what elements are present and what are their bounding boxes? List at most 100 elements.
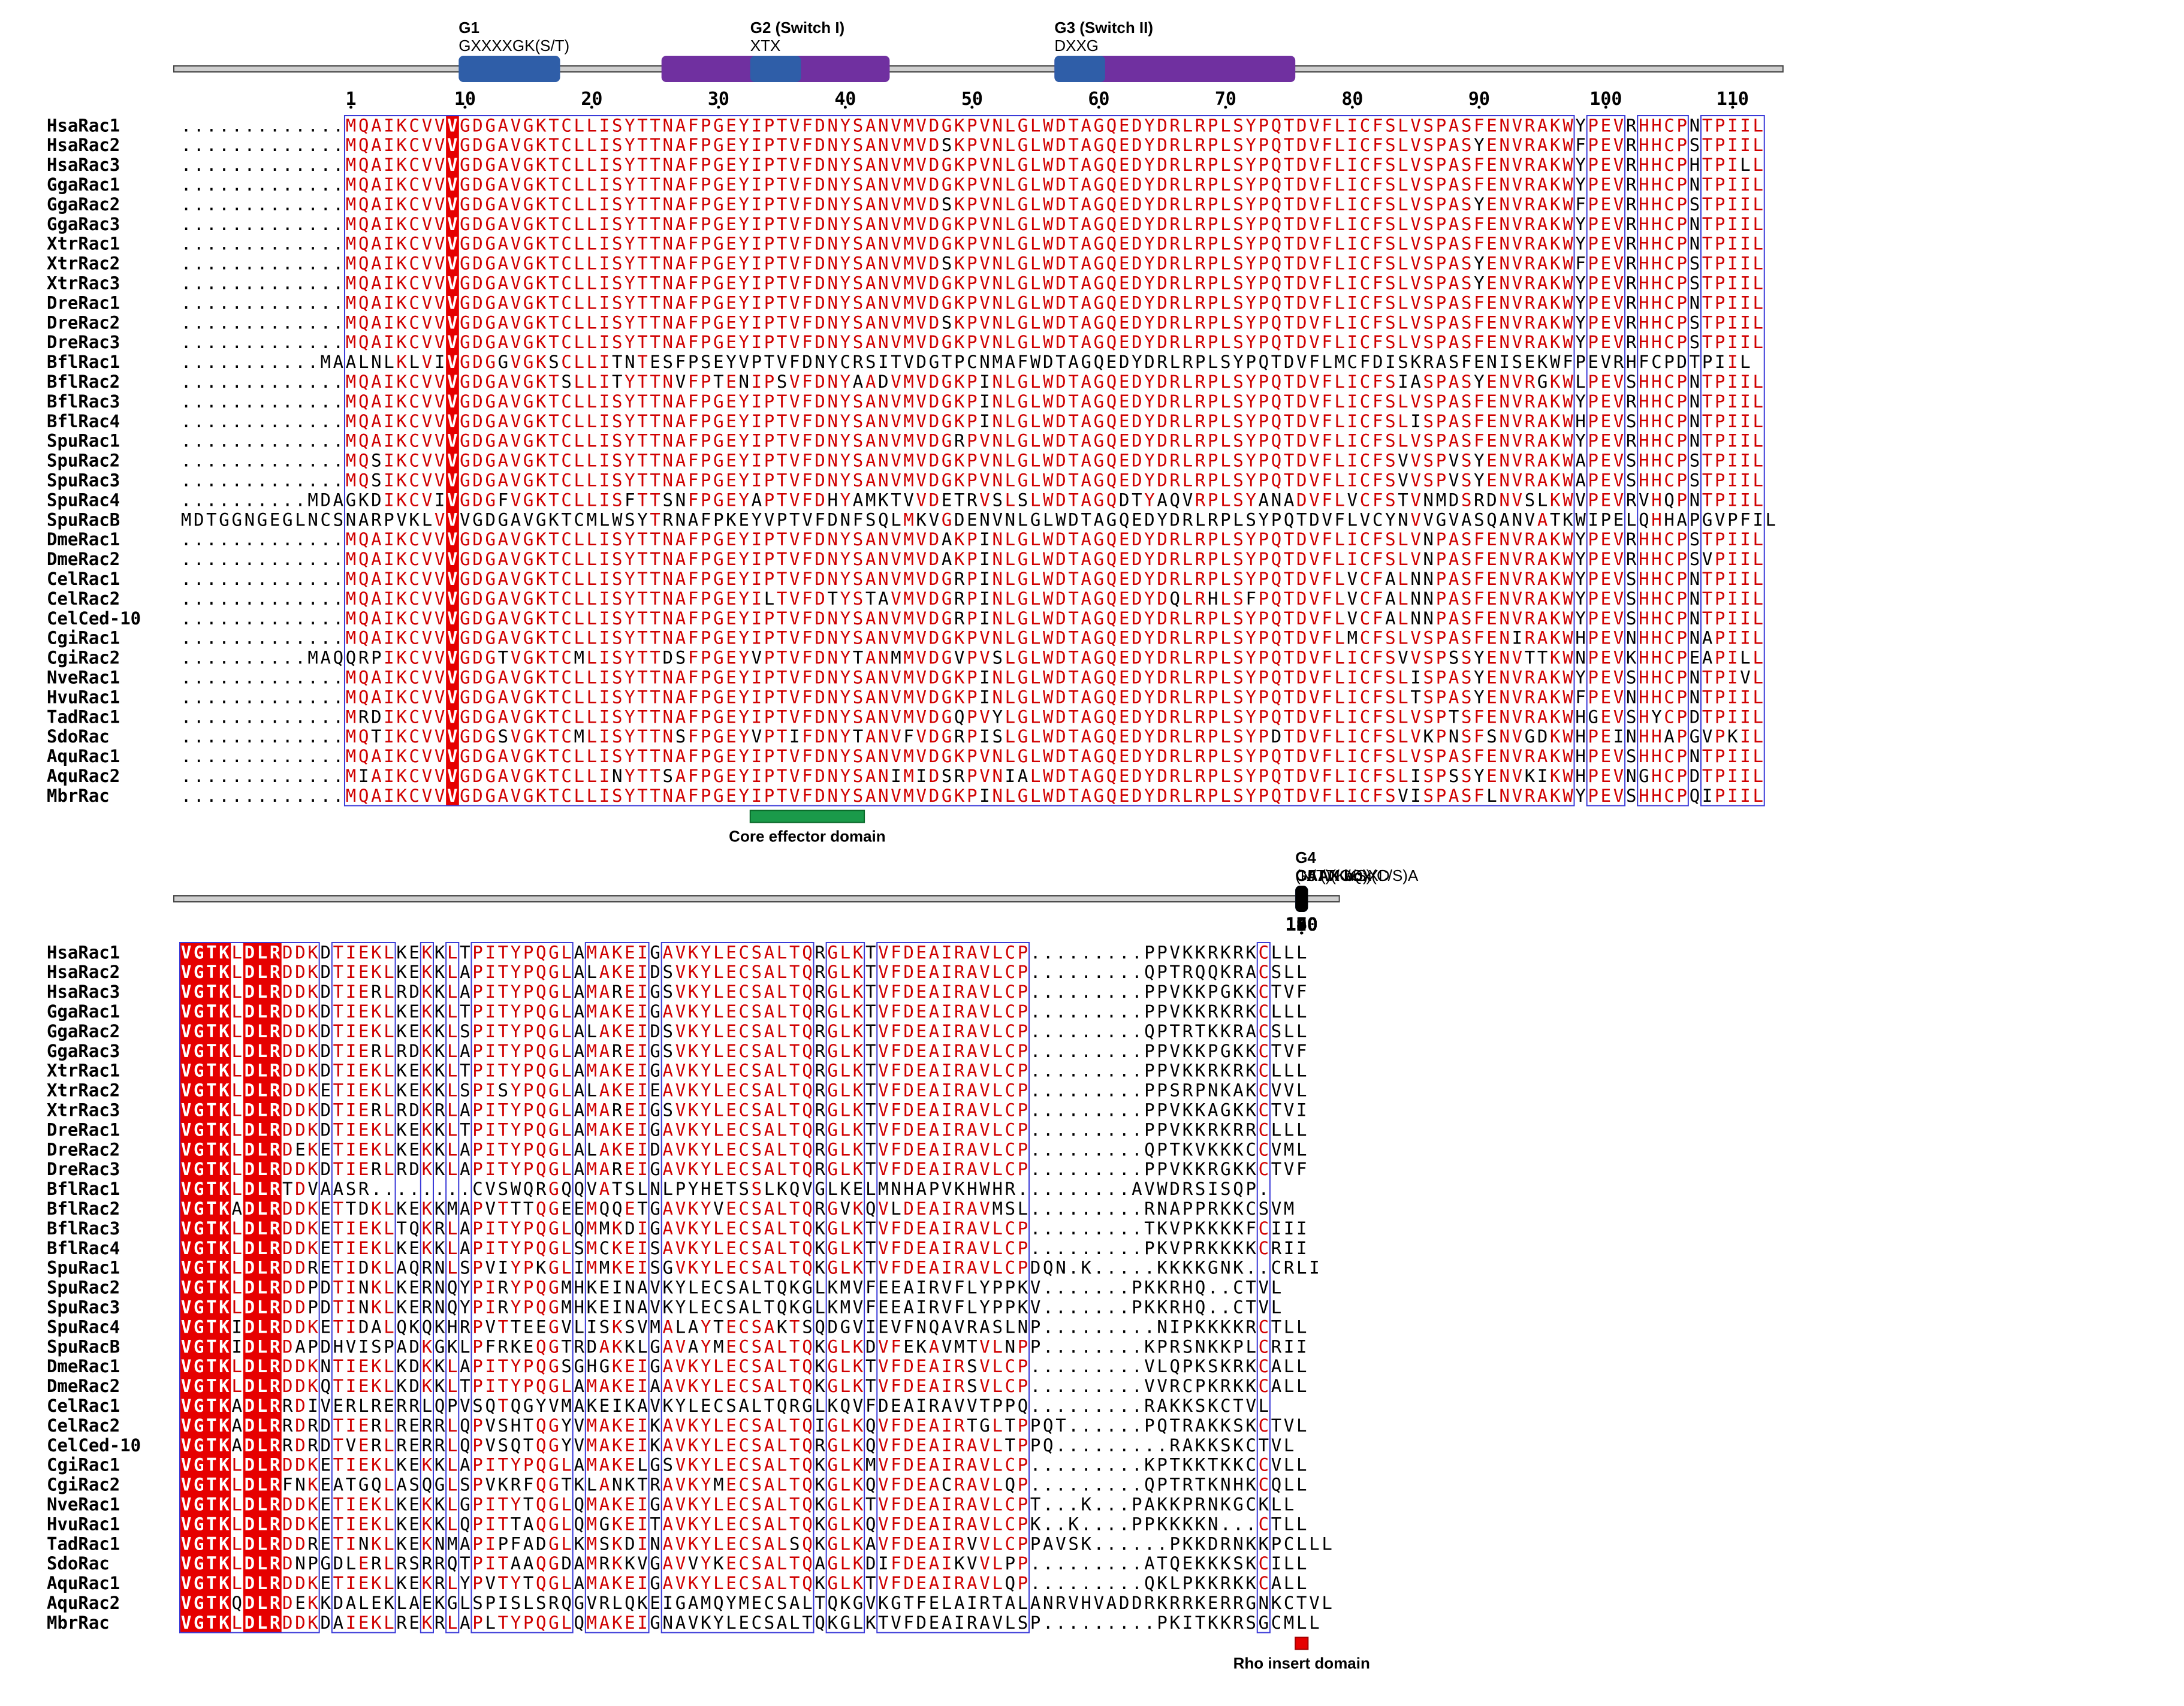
residue: K [422,942,433,962]
residue: Q [1106,431,1117,451]
residue: D [472,115,482,135]
residue: W [1043,648,1054,668]
residue: P [1208,135,1218,155]
residue: K [1550,786,1561,806]
residue: V [1309,470,1319,491]
residue: A [346,352,356,372]
residue: W [1562,470,1573,491]
residue: D [1132,292,1142,313]
residue: H [1639,312,1649,333]
residue: V [891,135,901,155]
similarity-box [660,942,815,1633]
residue: G [713,746,723,766]
residue: V [1613,766,1624,786]
residue: P [1208,687,1218,707]
residue: L [1752,273,1763,294]
residue: K [422,962,433,982]
residue: . [257,648,267,668]
residue: L [447,982,457,1002]
residue: P [764,549,774,569]
residue: C [1664,588,1674,609]
residue: P [1259,411,1269,431]
residue: L [1005,135,1015,155]
residue: F [1474,234,1484,254]
residue: L [587,786,597,806]
residue: . [206,451,216,471]
residue: Q [536,1021,546,1041]
residue: F [1474,292,1484,313]
residue: P [1588,529,1598,549]
residue: L [1334,648,1344,668]
residue: N [663,628,673,648]
residue: Y [1575,608,1585,629]
residue: E [1119,234,1129,254]
residue: D [1296,588,1307,609]
residue: N [827,214,837,234]
residue: F [688,726,698,747]
residue: K [726,509,737,530]
residue: F [802,135,812,155]
residue: M [574,726,584,747]
residue: I [752,292,762,313]
residue: N [663,549,673,569]
residue: C [1651,352,1661,372]
residue: L [295,509,305,530]
residue: S [1385,155,1395,175]
residue: D [815,648,825,668]
residue: I [979,391,990,412]
residue: L [1183,312,1193,333]
residue: L [587,372,597,392]
residue: L [1005,549,1015,569]
residue: Y [1233,352,1243,372]
residue: E [1119,628,1129,648]
residue: T [764,352,774,372]
residue: L [992,982,1002,1002]
residue: P [1588,608,1598,629]
residue: V [891,312,901,333]
residue: . [270,174,280,195]
residue: E [726,942,736,962]
residue: T [650,569,660,589]
residue: . [231,411,242,431]
residue: L [1005,411,1015,431]
residue: V [1512,273,1522,294]
residue: P [1588,451,1598,471]
residue: R [954,726,965,747]
residue: . [282,470,292,491]
residue: P [1588,786,1598,806]
residue: D [472,766,482,786]
residue: E [1119,174,1129,195]
residue: P [764,786,774,806]
residue: . [1081,1001,1091,1022]
residue: D [954,509,964,530]
residue: G [942,292,952,313]
residue: D [929,273,939,294]
residue: V [954,648,964,668]
residue: . [219,451,229,471]
residue: G [1106,509,1117,530]
residue: A [498,431,508,451]
residue: Y [1144,155,1154,175]
residue: S [1385,529,1395,549]
residue: P [764,470,774,491]
residue: W [1562,115,1573,135]
residue: T [1284,332,1294,352]
residue: Y [511,962,521,982]
residue: V [1347,608,1358,629]
residue: . [295,332,305,352]
residue: T [1068,687,1078,707]
residue: P [1677,648,1687,668]
residue: D [878,372,888,392]
residue: D [472,490,482,510]
residue: L [1195,509,1205,530]
residue: F [1474,786,1484,806]
residue: . [206,746,216,766]
residue: N [878,726,888,747]
residue: K [536,431,547,451]
residue: . [231,569,242,589]
residue: A [574,982,584,1002]
residue: K [853,982,864,1002]
residue: V [422,155,432,175]
residue: P [1677,135,1687,155]
residue: N [663,411,673,431]
